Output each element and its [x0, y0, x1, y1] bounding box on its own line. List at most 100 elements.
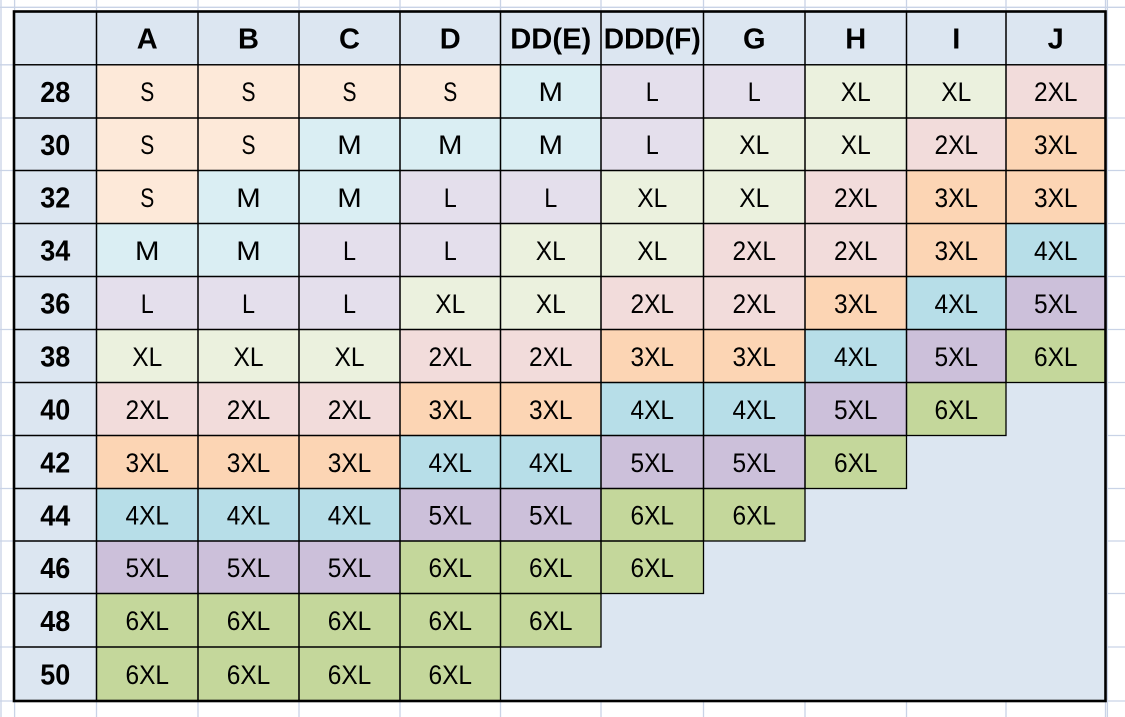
svg-text:32: 32	[40, 183, 70, 215]
svg-text:DD(E): DD(E)	[510, 24, 591, 56]
svg-text:5XL: 5XL	[1034, 289, 1078, 319]
svg-text:XL: XL	[536, 289, 566, 319]
svg-text:6XL: 6XL	[1034, 342, 1078, 372]
svg-text:D: D	[440, 24, 461, 56]
svg-text:4XL: 4XL	[529, 448, 573, 478]
svg-text:2XL: 2XL	[328, 395, 372, 425]
svg-text:5XL: 5XL	[834, 395, 878, 425]
svg-text:6XL: 6XL	[631, 553, 675, 583]
svg-text:XL: XL	[536, 236, 566, 266]
svg-text:L: L	[544, 183, 557, 213]
svg-text:I: I	[952, 24, 960, 56]
svg-text:XL: XL	[132, 342, 162, 372]
svg-text:M: M	[438, 130, 463, 160]
svg-text:5XL: 5XL	[631, 448, 675, 478]
svg-text:S: S	[242, 130, 256, 160]
svg-text:5XL: 5XL	[429, 501, 473, 531]
svg-text:38: 38	[40, 342, 70, 374]
svg-text:G: G	[743, 24, 766, 56]
svg-text:4XL: 4XL	[328, 501, 372, 531]
svg-text:6XL: 6XL	[429, 553, 473, 583]
svg-text:XL: XL	[841, 130, 871, 160]
svg-text:2XL: 2XL	[733, 236, 777, 266]
svg-text:3XL: 3XL	[1034, 183, 1078, 213]
svg-text:6XL: 6XL	[529, 606, 573, 636]
svg-text:J: J	[1048, 24, 1064, 56]
svg-text:L: L	[748, 77, 761, 107]
svg-text:S: S	[140, 77, 154, 107]
svg-text:2XL: 2XL	[1034, 77, 1078, 107]
svg-text:S: S	[140, 130, 154, 160]
svg-text:L: L	[646, 130, 659, 160]
svg-text:M: M	[539, 130, 564, 160]
svg-text:XL: XL	[841, 77, 871, 107]
svg-text:6XL: 6XL	[935, 395, 979, 425]
svg-text:M: M	[236, 183, 261, 213]
svg-text:4XL: 4XL	[227, 501, 271, 531]
svg-text:3XL: 3XL	[429, 395, 473, 425]
svg-text:3XL: 3XL	[227, 448, 271, 478]
svg-text:XL: XL	[941, 77, 971, 107]
svg-text:3XL: 3XL	[529, 395, 573, 425]
svg-text:4XL: 4XL	[631, 395, 675, 425]
svg-text:L: L	[141, 289, 154, 319]
svg-text:44: 44	[40, 500, 70, 532]
svg-text:XL: XL	[234, 342, 264, 372]
svg-text:2XL: 2XL	[227, 395, 271, 425]
svg-text:2XL: 2XL	[126, 395, 170, 425]
svg-text:L: L	[444, 236, 457, 266]
svg-text:S: S	[443, 77, 457, 107]
svg-text:M: M	[236, 236, 261, 266]
svg-text:2XL: 2XL	[834, 183, 878, 213]
svg-text:5XL: 5XL	[328, 553, 372, 583]
svg-text:M: M	[135, 236, 160, 266]
svg-text:3XL: 3XL	[631, 342, 675, 372]
svg-text:2XL: 2XL	[631, 289, 675, 319]
svg-text:S: S	[242, 77, 256, 107]
svg-text:C: C	[339, 24, 360, 56]
svg-text:M: M	[539, 77, 564, 107]
svg-text:3XL: 3XL	[935, 236, 979, 266]
svg-text:4XL: 4XL	[834, 342, 878, 372]
svg-text:6XL: 6XL	[227, 606, 271, 636]
svg-text:34: 34	[40, 236, 70, 268]
svg-text:4XL: 4XL	[935, 289, 979, 319]
svg-text:M: M	[337, 183, 362, 213]
svg-text:4XL: 4XL	[733, 395, 777, 425]
svg-text:H: H	[845, 24, 866, 56]
svg-text:3XL: 3XL	[1034, 130, 1078, 160]
svg-text:30: 30	[40, 130, 70, 162]
svg-text:DDD(F): DDD(F)	[604, 24, 701, 56]
svg-text:3XL: 3XL	[126, 448, 170, 478]
svg-text:5XL: 5XL	[733, 448, 777, 478]
svg-text:L: L	[343, 236, 356, 266]
svg-text:S: S	[140, 183, 154, 213]
svg-text:6XL: 6XL	[631, 501, 675, 531]
svg-text:XL: XL	[637, 236, 667, 266]
svg-text:6XL: 6XL	[733, 501, 777, 531]
svg-text:3XL: 3XL	[328, 448, 372, 478]
svg-text:L: L	[444, 183, 457, 213]
svg-text:XL: XL	[435, 289, 465, 319]
svg-text:4XL: 4XL	[126, 501, 170, 531]
svg-text:XL: XL	[335, 342, 365, 372]
svg-text:3XL: 3XL	[935, 183, 979, 213]
svg-text:4XL: 4XL	[429, 448, 473, 478]
svg-text:L: L	[343, 289, 356, 319]
svg-text:40: 40	[40, 395, 70, 427]
svg-text:L: L	[646, 77, 659, 107]
svg-text:6XL: 6XL	[126, 606, 170, 636]
svg-text:42: 42	[40, 448, 70, 480]
svg-text:48: 48	[40, 606, 70, 638]
svg-text:6XL: 6XL	[834, 448, 878, 478]
svg-text:5XL: 5XL	[126, 553, 170, 583]
svg-text:5XL: 5XL	[935, 342, 979, 372]
svg-text:B: B	[238, 24, 259, 56]
svg-text:5XL: 5XL	[227, 553, 271, 583]
svg-text:3XL: 3XL	[834, 289, 878, 319]
svg-text:28: 28	[40, 77, 70, 109]
svg-text:6XL: 6XL	[529, 553, 573, 583]
svg-text:6XL: 6XL	[227, 660, 271, 690]
svg-text:3XL: 3XL	[733, 342, 777, 372]
svg-text:50: 50	[40, 660, 70, 692]
